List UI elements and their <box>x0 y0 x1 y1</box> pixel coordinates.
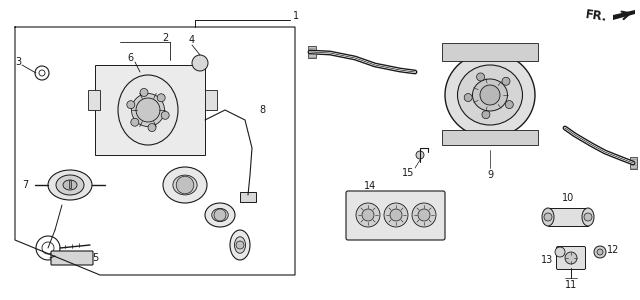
Bar <box>308 46 316 58</box>
Circle shape <box>148 124 156 132</box>
Circle shape <box>176 176 194 194</box>
Circle shape <box>362 209 374 221</box>
Ellipse shape <box>542 208 554 226</box>
Ellipse shape <box>48 170 92 200</box>
Ellipse shape <box>118 75 178 145</box>
Circle shape <box>140 88 148 96</box>
Polygon shape <box>613 10 635 20</box>
Ellipse shape <box>212 208 228 222</box>
Circle shape <box>506 100 513 109</box>
Circle shape <box>597 249 603 255</box>
Bar <box>69 180 71 188</box>
Text: 8: 8 <box>259 105 265 115</box>
Ellipse shape <box>163 167 207 203</box>
Circle shape <box>236 241 244 249</box>
Text: 2: 2 <box>162 33 168 43</box>
Text: 4: 4 <box>189 35 195 45</box>
FancyBboxPatch shape <box>346 191 445 240</box>
Text: 10: 10 <box>562 193 574 203</box>
Bar <box>442 130 538 145</box>
Circle shape <box>482 111 490 119</box>
Circle shape <box>384 203 408 227</box>
Circle shape <box>136 98 160 122</box>
Circle shape <box>192 55 208 71</box>
Text: 11: 11 <box>565 280 577 290</box>
FancyBboxPatch shape <box>557 247 586 269</box>
Ellipse shape <box>445 52 535 137</box>
Circle shape <box>584 213 592 221</box>
Text: 3: 3 <box>15 57 21 67</box>
Ellipse shape <box>173 175 197 195</box>
Text: 6: 6 <box>127 53 133 63</box>
Bar <box>88 90 100 110</box>
Ellipse shape <box>472 79 508 111</box>
Circle shape <box>131 94 164 127</box>
Circle shape <box>555 247 565 257</box>
Text: FR.: FR. <box>584 8 608 24</box>
Text: 1: 1 <box>293 11 299 21</box>
Text: 13: 13 <box>541 255 553 265</box>
Bar <box>95 65 205 155</box>
Circle shape <box>214 209 226 221</box>
Circle shape <box>480 85 500 105</box>
Circle shape <box>412 203 436 227</box>
Bar <box>630 157 637 169</box>
Text: 7: 7 <box>22 180 28 190</box>
Bar <box>205 90 217 110</box>
Text: 15: 15 <box>402 168 414 178</box>
Circle shape <box>464 94 472 102</box>
Circle shape <box>416 151 424 159</box>
Circle shape <box>565 252 577 264</box>
Circle shape <box>390 209 402 221</box>
Text: 9: 9 <box>487 170 493 180</box>
Ellipse shape <box>63 180 77 190</box>
Circle shape <box>544 213 552 221</box>
Text: 12: 12 <box>607 245 620 255</box>
Circle shape <box>502 77 510 85</box>
Circle shape <box>477 73 484 81</box>
Text: 14: 14 <box>364 181 376 191</box>
FancyBboxPatch shape <box>51 251 93 265</box>
Bar <box>442 43 538 61</box>
Ellipse shape <box>458 65 522 125</box>
Ellipse shape <box>56 175 84 195</box>
Circle shape <box>356 203 380 227</box>
Ellipse shape <box>230 230 250 260</box>
Ellipse shape <box>205 203 235 227</box>
Circle shape <box>131 118 139 126</box>
Circle shape <box>157 94 165 102</box>
Circle shape <box>127 101 135 109</box>
Circle shape <box>418 209 430 221</box>
Circle shape <box>161 111 169 119</box>
Text: 5: 5 <box>92 253 98 263</box>
Ellipse shape <box>234 237 246 253</box>
Bar <box>548 208 588 226</box>
Circle shape <box>594 246 606 258</box>
Ellipse shape <box>582 208 594 226</box>
Bar <box>240 192 256 202</box>
